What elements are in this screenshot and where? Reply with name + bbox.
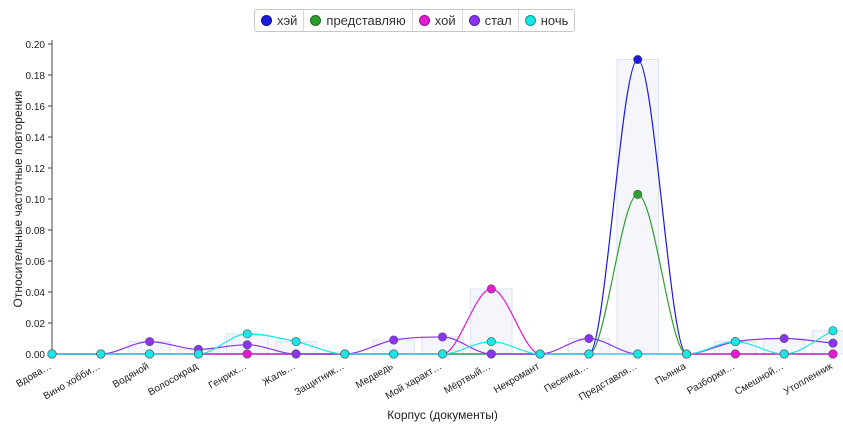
x-tick-label: Медведь	[354, 361, 395, 391]
data-point-стал	[779, 333, 789, 343]
y-tick-label: 0.00	[26, 350, 46, 361]
series-line-представляю	[51, 193, 833, 355]
data-point-ночь	[633, 349, 643, 359]
x-tick-label: Смешной…	[733, 361, 786, 398]
legend-item-ночь[interactable]: ночь	[519, 10, 575, 31]
data-point-ночь	[535, 349, 545, 359]
legend-label: стал	[484, 13, 512, 28]
data-point-стал	[145, 337, 155, 347]
x-tick-label: Разборки…	[685, 360, 737, 397]
y-tick-label: 0.04	[26, 288, 46, 299]
data-point-хой	[730, 349, 740, 359]
x-tick-label: Пьянка	[654, 361, 689, 387]
data-point-ночь	[437, 349, 447, 359]
legend-item-представляю[interactable]: представляю	[304, 10, 413, 31]
data-point-ночь	[682, 349, 692, 359]
data-point-стал	[291, 349, 301, 359]
legend-label: ночь	[540, 13, 569, 28]
legend-item-хэй[interactable]: хэй	[255, 10, 305, 31]
y-tick-label: 0.12	[26, 164, 46, 175]
data-point-ночь	[584, 349, 594, 359]
x-tick-label: Утопленник	[782, 361, 835, 398]
data-point-ночь	[340, 349, 350, 359]
data-point-ночь	[486, 337, 496, 347]
data-point-ночь	[193, 349, 203, 359]
data-point-стал	[584, 333, 594, 343]
x-tick-label: Волосокрад	[146, 361, 200, 398]
legend-swatch	[310, 15, 322, 26]
x-tick-label: Водяной	[111, 361, 151, 390]
legend-item-стал[interactable]: стал	[463, 10, 519, 31]
data-point-стал	[828, 338, 838, 348]
x-axis-title: Корпус (документы)	[387, 408, 498, 422]
x-tick-label: Жаль…	[261, 361, 298, 389]
legend-swatch	[418, 15, 430, 26]
category-bar	[616, 59, 659, 355]
data-point-ночь	[47, 349, 57, 359]
data-point-стал	[437, 332, 447, 342]
y-tick-label: 0.10	[26, 195, 46, 206]
legend-swatch	[524, 15, 536, 26]
x-tick-label: Мёртвый…	[442, 361, 492, 396]
y-tick-label: 0.02	[26, 319, 46, 330]
y-tick-label: 0.18	[26, 71, 46, 82]
data-point-хэй	[633, 54, 643, 64]
data-point-ночь	[779, 349, 789, 359]
x-tick-label: Генрих…	[207, 361, 249, 392]
data-point-ночь	[242, 329, 252, 339]
y-tick-label: 0.06	[26, 257, 46, 268]
x-tick-label: Защитник…	[293, 361, 347, 398]
y-axis-title: Относительные частотные повторения	[11, 91, 25, 308]
y-tick-label: 0.20	[26, 40, 46, 51]
data-point-стал	[389, 335, 399, 345]
series-line-хэй	[51, 58, 833, 355]
legend-item-хой[interactable]: хой	[413, 10, 463, 31]
legend-swatch	[261, 15, 272, 26]
data-point-представляю	[633, 189, 643, 199]
data-point-хой	[486, 284, 496, 294]
y-tick-label: 0.14	[26, 133, 46, 144]
data-point-ночь	[828, 326, 838, 336]
legend-label: хой	[434, 13, 456, 28]
data-point-хой	[828, 349, 838, 359]
y-tick-label: 0.08	[26, 226, 46, 237]
data-point-ночь	[389, 349, 399, 359]
data-point-хой	[242, 349, 252, 359]
legend-label: представляю	[326, 13, 406, 28]
x-tick-label: Некромант	[492, 361, 542, 396]
legend-label: хэй	[277, 13, 298, 28]
y-tick-label: 0.16	[26, 102, 46, 113]
data-point-ночь	[145, 349, 155, 359]
x-tick-label: Вдова…	[14, 361, 53, 390]
legend-swatch	[468, 15, 480, 26]
data-point-ночь	[730, 337, 740, 347]
data-point-ночь	[291, 337, 301, 347]
data-point-стал	[486, 349, 496, 359]
chart-legend: хэй представляю хой стал ночь	[254, 9, 576, 32]
data-point-ночь	[96, 349, 106, 359]
data-point-стал	[242, 340, 252, 350]
